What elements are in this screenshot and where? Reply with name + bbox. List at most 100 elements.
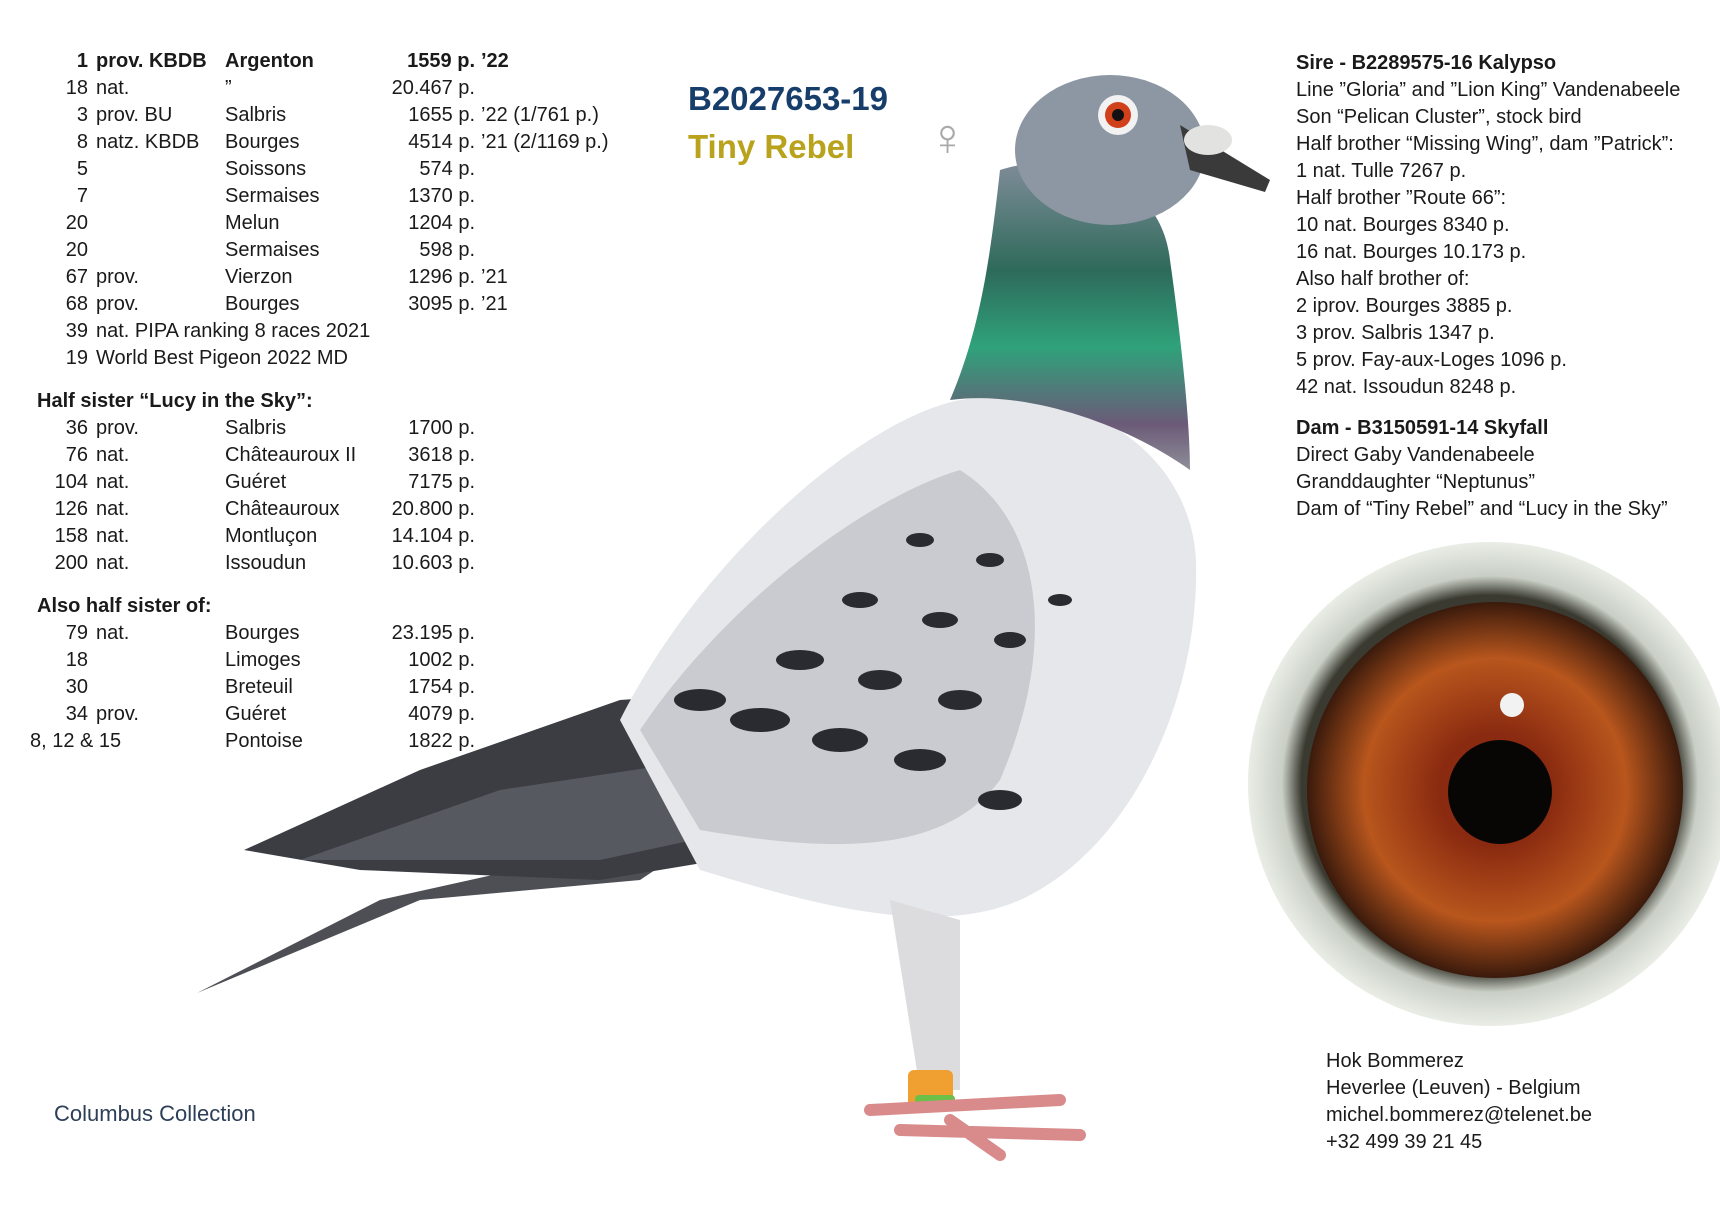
female-symbol-icon: ♀ <box>928 109 967 167</box>
result-rank: 8, 12 & 15 <box>30 730 122 752</box>
sire-line: Half brother “Missing Wing”, dam ”Patric… <box>1296 133 1674 155</box>
result-rank: 3 <box>76 104 88 126</box>
result-rank: 1 <box>76 50 88 72</box>
result-points: 3618 p. <box>408 444 475 466</box>
result-row: 158 nat. Montluçon 14.104 p. <box>30 523 475 550</box>
result-row: 20 Sermaises 598 p. <box>30 237 475 264</box>
result-location: Limoges <box>225 649 301 671</box>
result-location: Bourges <box>225 293 300 315</box>
result-rank: 34 <box>65 703 88 725</box>
result-class: natz. KBDB <box>96 131 200 153</box>
result-rank: 79 <box>65 622 88 644</box>
result-class: nat. <box>96 471 130 493</box>
dam-heading: Dam - B3150591-14 Skyfall <box>1296 417 1549 439</box>
result-row: 36 prov. Salbris 1700 p. <box>30 415 475 442</box>
result-rank: 20 <box>65 239 88 261</box>
result-rank: 18 <box>65 77 88 99</box>
phone: +32 499 39 21 45 <box>1326 1131 1483 1153</box>
result-row: 200 nat. Issoudun 10.603 p. <box>30 550 475 577</box>
result-rank: 8 <box>76 131 88 153</box>
result-row: 20 Melun 1204 p. <box>30 210 475 237</box>
result-location: Pontoise <box>225 730 303 752</box>
result-row: 76 nat. Châteauroux II 3618 p. <box>30 442 475 469</box>
result-row: 39 nat. PIPA ranking 8 races 2021 <box>30 318 371 345</box>
sire-line: Also half brother of: <box>1296 268 1470 290</box>
result-location: Montluçon <box>225 525 318 547</box>
result-row: 68 prov. Bourges 3095 p. ’21 <box>30 291 508 318</box>
half-sister-heading: Half sister “Lucy in the Sky”: <box>37 390 313 412</box>
result-points: 20.800 p. <box>391 498 475 520</box>
result-rank: 67 <box>65 266 88 288</box>
result-points: 598 p. <box>419 239 475 261</box>
also-half-sister-heading: Also half sister of: <box>37 595 212 617</box>
result-row: 67 prov. Vierzon 1296 p. ’21 <box>30 264 508 291</box>
result-class: prov. <box>96 703 139 725</box>
sire-line: Son “Pelican Cluster”, stock bird <box>1296 106 1582 128</box>
result-suffix: ’21 <box>481 266 508 288</box>
result-class: nat. <box>96 498 130 520</box>
spacer <box>30 372 313 388</box>
result-location: Sermaises <box>225 239 320 261</box>
result-rank: 19 <box>65 347 88 369</box>
result-location: Châteauroux <box>225 498 340 520</box>
result-location: Breteuil <box>225 676 293 698</box>
sire-line: 16 nat. Bourges 10.173 p. <box>1296 241 1527 263</box>
brand-label: Columbus Collection <box>54 1101 256 1126</box>
result-points: 23.195 p. <box>391 622 475 644</box>
result-points: 4514 p. <box>408 131 475 153</box>
ring-number: B2027653-19 <box>688 80 888 117</box>
result-rank: 68 <box>65 293 88 315</box>
dam-line: Dam of “Tiny Rebel” and “Lucy in the Sky… <box>1296 498 1668 520</box>
result-location: Salbris <box>225 104 287 126</box>
result-points: 1296 p. <box>408 266 475 288</box>
result-suffix: ’21 <box>481 293 508 315</box>
result-location: Issoudun <box>225 552 307 574</box>
result-rank: 76 <box>65 444 88 466</box>
result-class: prov. <box>96 293 139 315</box>
result-suffix: ’22 (1/761 p.) <box>481 104 599 126</box>
result-row: 3 prov. BU Salbris 1655 p. ’22 (1/761 p.) <box>30 102 599 129</box>
result-class: nat. <box>96 525 130 547</box>
result-points: 574 p. <box>419 158 475 180</box>
result-location: Sermaises <box>225 185 320 207</box>
result-row: 126 nat. Châteauroux 20.800 p. <box>30 496 475 523</box>
result-rank: 39 <box>65 320 88 342</box>
result-location: Argenton <box>225 50 314 72</box>
result-row: 34 prov. Guéret 4079 p. <box>30 701 475 728</box>
contact-info: Hok Bommerez Heverlee (Leuven) - Belgium… <box>1326 1048 1592 1156</box>
result-row: 7 Sermaises 1370 p. <box>30 183 475 210</box>
result-points: 1655 p. <box>408 104 475 126</box>
result-location: Guéret <box>225 703 287 725</box>
result-rank: 200 <box>54 552 88 574</box>
sire-line: 3 prov. Salbris 1347 p. <box>1296 322 1495 344</box>
result-class: prov. KBDB <box>96 50 207 72</box>
result-class: nat. <box>96 552 130 574</box>
result-class: nat. <box>96 444 130 466</box>
spacer <box>30 577 313 593</box>
result-points: 1204 p. <box>408 212 475 234</box>
sire-line: Line ”Gloria” and ”Lion King” Vandenabee… <box>1296 79 1681 101</box>
result-suffix: ’21 (2/1169 p.) <box>481 131 609 153</box>
result-rank: 18 <box>65 649 88 671</box>
result-points: 10.603 p. <box>391 552 475 574</box>
result-location: Bourges <box>225 622 300 644</box>
dam-line: Granddaughter “Neptunus” <box>1296 471 1536 493</box>
results-list: 1 prov. KBDB Argenton 1559 p. ’22 18 nat. ” 20.4… <box>30 48 609 755</box>
sire-heading: Sire - B2289575-16 Kalypso <box>1296 52 1557 74</box>
result-location: Melun <box>225 212 280 234</box>
result-class: World Best Pigeon 2022 MD <box>96 347 348 369</box>
result-row: 79 nat. Bourges 23.195 p. <box>30 620 475 647</box>
result-rank: 5 <box>76 158 88 180</box>
result-rank: 104 <box>54 471 88 493</box>
result-rank: 20 <box>65 212 88 234</box>
result-rank: 7 <box>76 185 88 207</box>
sire-line: 2 iprov. Bourges 3885 p. <box>1296 295 1513 317</box>
result-rank: 30 <box>65 676 88 698</box>
result-points: 1370 p. <box>408 185 475 207</box>
result-points: 1822 p. <box>408 730 475 752</box>
result-suffix: ’22 <box>481 50 509 72</box>
sire-line: 1 nat. Tulle 7267 p. <box>1296 160 1467 182</box>
result-row: 18 nat. ” 20.467 p. <box>30 75 475 102</box>
result-points: 14.104 p. <box>391 525 475 547</box>
